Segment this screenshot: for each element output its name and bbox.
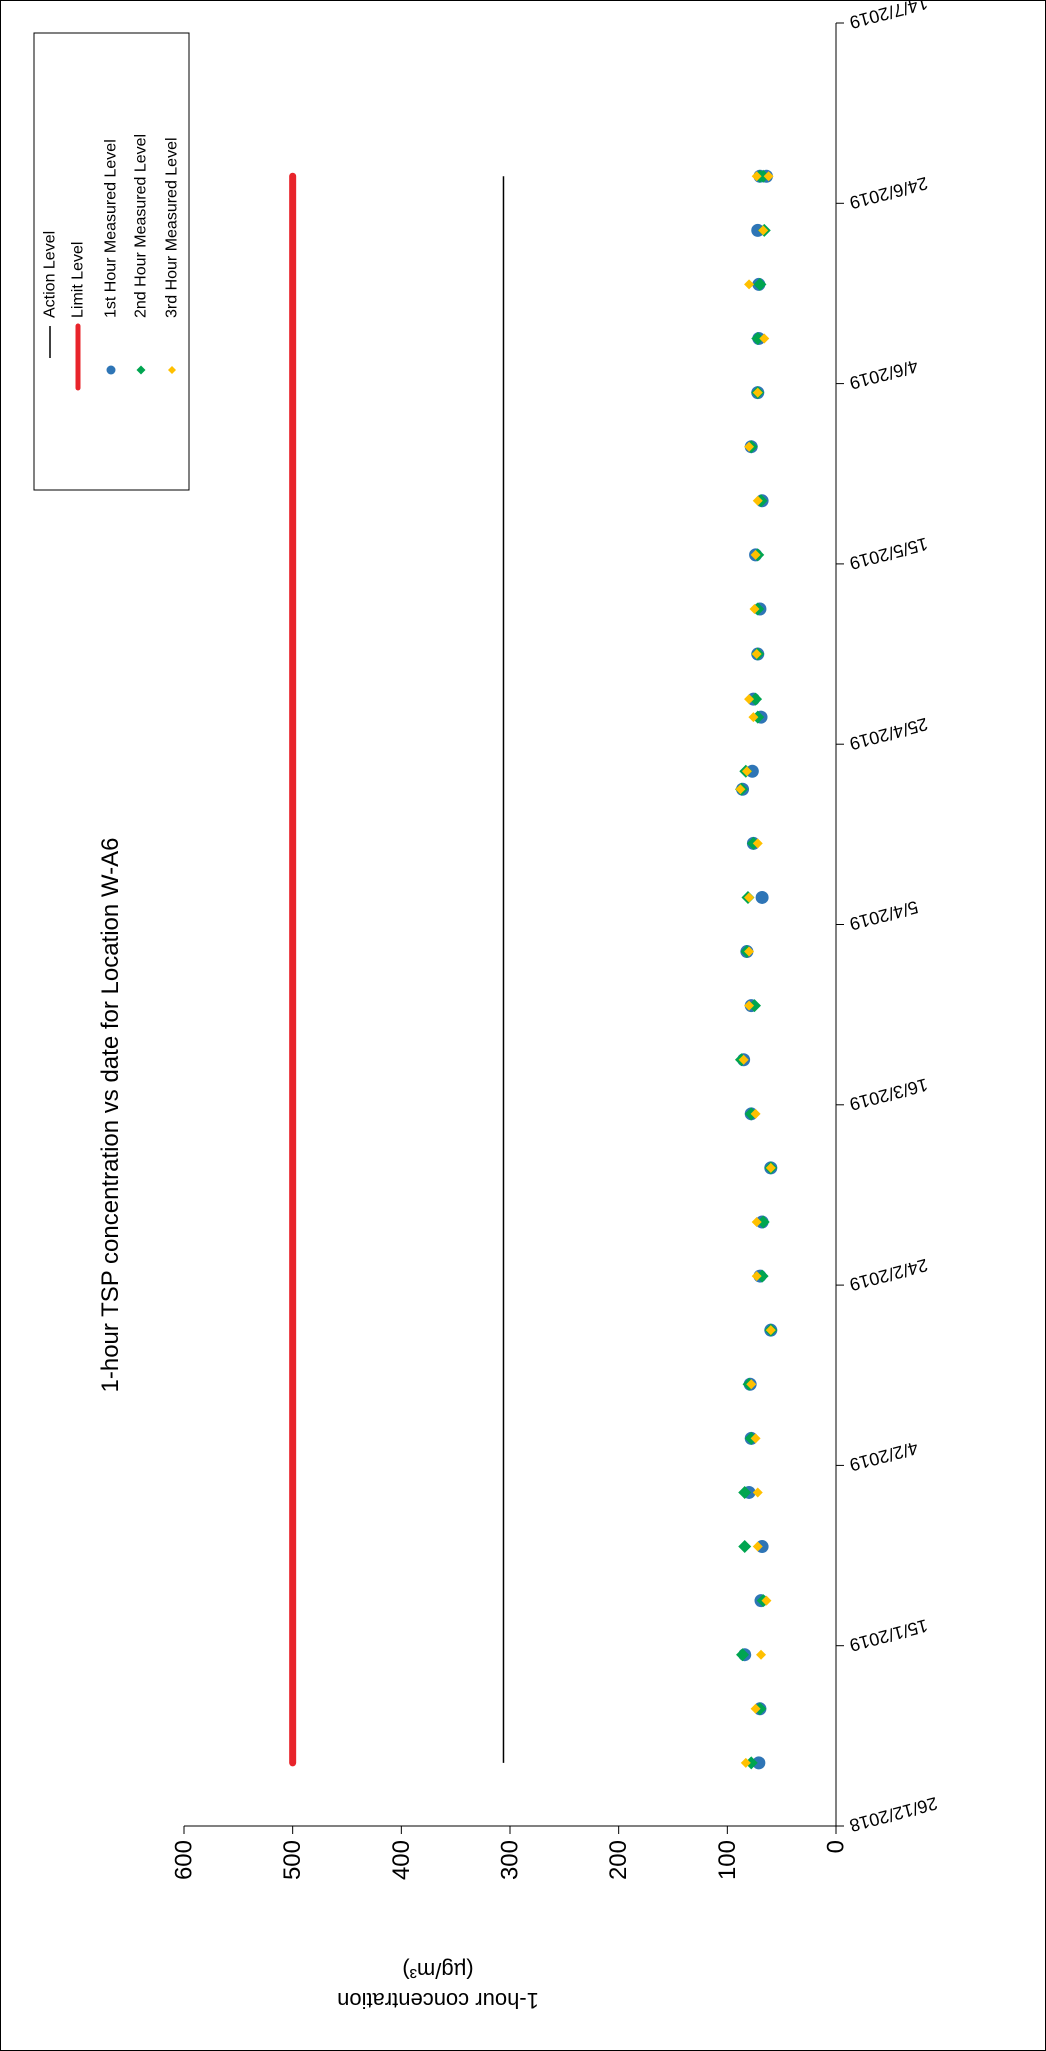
legend-2nd-hour-label: 2nd Hour Measured Level: [133, 134, 150, 318]
point-3rd-hour: [746, 1379, 757, 1390]
legend-3rd-hour: 3rd Hour Measured Level: [164, 137, 181, 374]
point-3rd-hour: [761, 1595, 772, 1606]
point-3rd-hour: [740, 1757, 751, 1768]
legend-box: [33, 32, 190, 491]
point-2nd-hour: [736, 1648, 750, 1662]
point-3rd-hour: [765, 1325, 776, 1336]
point-3rd-hour: [752, 1541, 763, 1552]
point-2nd-hour: [756, 1215, 770, 1229]
point-2nd-hour: [755, 1269, 769, 1283]
point-3rd-hour: [741, 766, 752, 777]
point-3rd-hour: [749, 603, 760, 614]
y-axis-label-line1: 1-hour concentration: [337, 1988, 539, 2013]
legend-2nd-swatch: [136, 365, 146, 375]
legend-limit-level-label: Limit Level: [70, 242, 87, 318]
y-axis-label: 1-hour concentration (µg/m³): [337, 1958, 539, 2013]
point-3rd-hour: [752, 838, 763, 849]
point-2nd-hour: [751, 332, 765, 346]
value-tick-label: 200: [605, 1840, 632, 1880]
point-3rd-hour: [750, 1108, 761, 1119]
point-2nd-hour: [748, 999, 761, 1013]
value-tick-label: 400: [388, 1840, 415, 1880]
point-3rd-hour: [765, 1162, 776, 1173]
legend-limit-level: Limit Level: [70, 242, 87, 391]
legend-3rd-hour-label: 3rd Hour Measured Level: [164, 137, 181, 318]
legend-1st-hour: 1st Hour Measured Level: [103, 139, 120, 375]
legend: Action Level Limit Level 1st Hour Measured…: [33, 32, 190, 491]
value-tick-label: 600: [171, 1840, 198, 1880]
point-3rd-hour: [744, 1000, 755, 1011]
point-3rd-hour: [756, 1649, 767, 1660]
legend-action-level-label: Action Level: [42, 231, 59, 318]
point-3rd-hour: [758, 225, 769, 236]
point-1st-hour: [745, 764, 759, 778]
point-3rd-hour: [750, 1703, 761, 1714]
point-1st-hour: [751, 223, 765, 237]
point-3rd-hour: [751, 171, 762, 182]
point-3rd-hour: [744, 441, 755, 452]
point-3rd-hour: [752, 387, 763, 398]
value-tick-label: 0: [823, 1840, 850, 1853]
point-3rd-hour: [751, 1216, 762, 1227]
point-2nd-hour: [738, 1485, 752, 1499]
point-3rd-hour: [763, 171, 774, 182]
point-3rd-hour: [751, 1271, 762, 1282]
legend-items: Action Level Limit Level 1st Hour Measured…: [42, 134, 181, 391]
point-3rd-hour: [748, 712, 759, 723]
point-1st-hour: [752, 1756, 766, 1770]
legend-2nd-hour: 2nd Hour Measured Level: [133, 134, 150, 375]
point-3rd-hour: [752, 495, 763, 506]
y-axis-label-line2: (µg/m³): [402, 1958, 473, 1983]
point-3rd-hour: [735, 784, 746, 795]
point-3rd-hour: [738, 1054, 749, 1065]
legend-3rd-swatch: [168, 366, 176, 374]
point-3rd-hour: [750, 549, 761, 560]
point-2nd-hour: [738, 1540, 752, 1554]
value-tick-label: 100: [714, 1840, 741, 1880]
point-3rd-hour: [744, 892, 755, 903]
reference-lines: [289, 172, 505, 1767]
point-1st-hour: [755, 890, 769, 904]
point-3rd-hour: [751, 649, 762, 660]
value-tick-label: 500: [279, 1840, 306, 1880]
point-3rd-hour: [752, 1487, 763, 1498]
point-2nd-hour: [749, 692, 763, 706]
point-3rd-hour: [750, 1433, 761, 1444]
point-2nd-hour: [744, 1756, 758, 1770]
point-3rd-hour: [744, 279, 755, 290]
data-points: [734, 169, 778, 1770]
legend-action-level: Action Level: [42, 231, 59, 358]
point-2nd-hour: [753, 277, 767, 291]
legend-1st-hour-label: 1st Hour Measured Level: [103, 139, 120, 318]
point-3rd-hour: [744, 694, 755, 705]
legend-1st-swatch: [106, 365, 116, 375]
value-tick-label: 300: [497, 1840, 524, 1880]
point-3rd-hour: [759, 333, 770, 344]
chart-title: 1-hour TSP concentration vs date for Loc…: [97, 838, 124, 1393]
point-3rd-hour: [744, 946, 755, 957]
